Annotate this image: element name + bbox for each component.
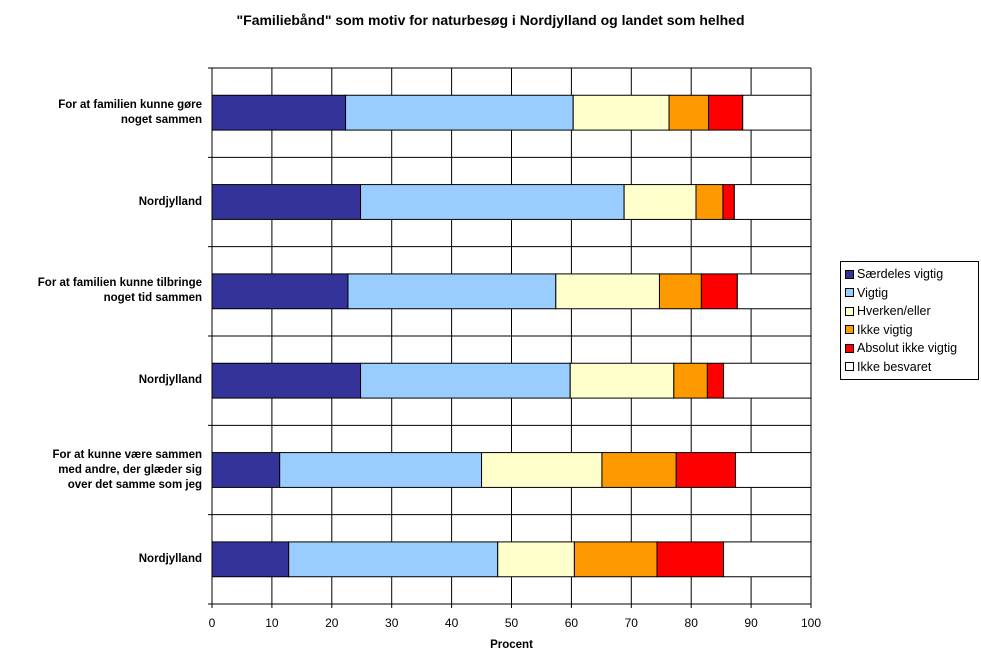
bar-segment	[700, 273, 738, 310]
legend-item: Ikke vigtig	[845, 321, 978, 340]
bar-segment	[288, 541, 499, 578]
x-tick-label: 30	[385, 616, 399, 630]
legend-label: Ikke vigtig	[857, 322, 913, 337]
bar-segment	[723, 362, 812, 399]
bar-segment	[360, 184, 625, 220]
legend-item: Ikke besvaret	[845, 358, 978, 377]
bar-segment	[722, 184, 735, 220]
bar-segment	[742, 94, 812, 131]
bar-segment	[555, 273, 660, 310]
legend-swatch	[845, 362, 854, 372]
category-label: For at kunne være sammen med andre, der …	[52, 448, 202, 491]
x-tick-label: 50	[505, 616, 519, 630]
legend-item: Særdeles vigtig	[845, 265, 978, 284]
legend-item: Absolut ikke vigtig	[845, 339, 978, 358]
bar-segment	[623, 184, 697, 220]
legend-swatch	[845, 269, 854, 279]
x-tick-label: 10	[265, 616, 279, 630]
legend-item: Vigtig	[845, 284, 978, 303]
x-axis-label: Procent	[490, 639, 533, 651]
bar-segment	[733, 184, 812, 220]
bar-segment	[360, 362, 571, 399]
x-tick-label: 100	[801, 616, 821, 630]
bar-segment	[279, 452, 483, 488]
legend-label: Hverken/eller	[857, 304, 931, 319]
legend-label: Særdeles vigtig	[857, 267, 944, 282]
bar-segment	[211, 541, 290, 578]
bar-segment	[211, 184, 362, 220]
bar-segment	[481, 452, 603, 488]
bar-segment	[675, 452, 737, 488]
bar-segment	[673, 362, 708, 399]
x-tick-label: 80	[685, 616, 699, 630]
legend-swatch	[845, 288, 854, 298]
bar-segment	[211, 273, 349, 310]
category-label: Nordjylland	[138, 195, 202, 208]
bar-segment	[569, 362, 675, 399]
bar-segment	[668, 94, 710, 131]
bar-segment	[735, 452, 812, 488]
legend-label: Vigtig	[857, 285, 889, 300]
bar-segment	[706, 362, 725, 399]
x-tick-label: 70	[625, 616, 639, 630]
bar-segment	[345, 94, 574, 131]
x-tick-label: 90	[744, 616, 758, 630]
legend-item: Hverken/eller	[845, 302, 978, 321]
category-label: For at familien kunne gøre noget sammen	[58, 98, 202, 126]
bar-segment	[695, 184, 724, 220]
bar-segment	[723, 541, 812, 578]
legend-label: Ikke besvaret	[857, 359, 932, 374]
chart-title: "Familiebånd" som motiv for naturbesøg i…	[236, 12, 745, 28]
bar-segment	[601, 452, 677, 488]
bar-segment	[573, 541, 658, 578]
chart-legend: Særdeles vigtig Vigtig Hverken/eller Ikke v…	[840, 261, 979, 380]
bar-segment	[656, 541, 725, 578]
x-tick-label: 40	[445, 616, 459, 630]
legend-label: Absolut ikke vigtig	[857, 341, 958, 356]
x-tick-label: 60	[565, 616, 579, 630]
bar-segment	[211, 94, 347, 131]
legend-swatch	[845, 343, 854, 353]
x-tick-label: 0	[209, 616, 216, 630]
bar-segment	[572, 94, 670, 131]
x-tick-label: 20	[325, 616, 339, 630]
bar-segment	[497, 541, 575, 578]
bar-segment	[211, 452, 281, 488]
bar-segment	[347, 273, 557, 310]
bar-segment	[708, 94, 744, 131]
bar-segment	[658, 273, 702, 310]
legend-swatch	[845, 306, 854, 316]
bar-segment	[211, 362, 362, 399]
legend-swatch	[845, 325, 854, 335]
bar-segment	[736, 273, 812, 310]
category-label: Nordjylland	[138, 552, 202, 565]
category-label: Nordjylland	[138, 374, 202, 387]
category-label: For at familien kunne tilbringe noget ti…	[37, 277, 202, 305]
